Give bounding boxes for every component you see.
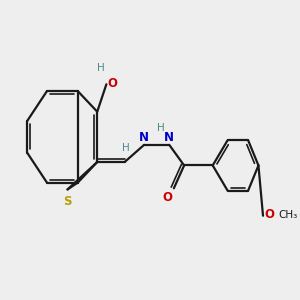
Text: S: S xyxy=(63,195,72,208)
Text: O: O xyxy=(108,77,118,90)
Text: N: N xyxy=(139,131,149,144)
Text: N: N xyxy=(164,131,174,144)
Text: H: H xyxy=(157,123,165,134)
Text: O: O xyxy=(265,208,275,221)
Text: H: H xyxy=(97,63,105,73)
Text: H: H xyxy=(122,143,130,153)
Text: O: O xyxy=(162,190,172,204)
Text: CH₃: CH₃ xyxy=(278,210,297,220)
